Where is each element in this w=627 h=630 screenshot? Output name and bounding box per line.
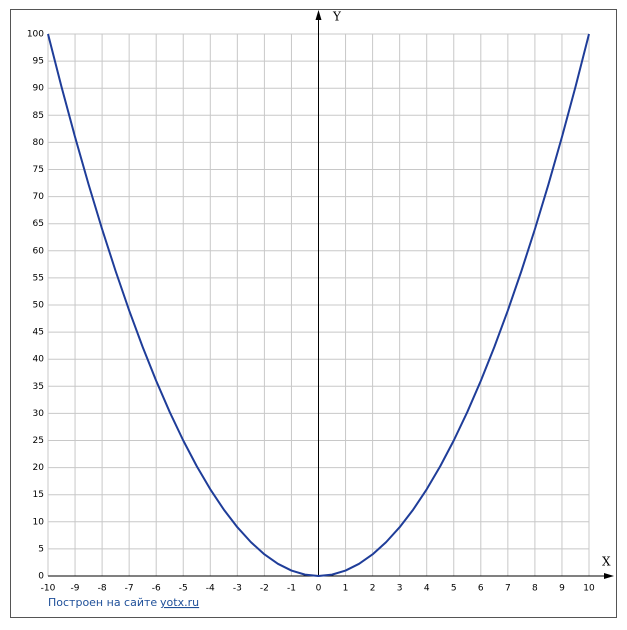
x-tick-label: 9 <box>559 584 565 594</box>
credit: Построен на сайте yotx.ru <box>48 596 199 609</box>
axes <box>48 10 614 579</box>
x-tick-label: -3 <box>233 584 242 594</box>
y-axis-arrow <box>315 10 322 20</box>
credit-text: Построен на сайте <box>48 596 157 609</box>
y-tick-label: 10 <box>33 517 45 527</box>
x-tick-label: 4 <box>424 584 430 594</box>
x-tick-label: 1 <box>343 584 349 594</box>
x-tick-label: -6 <box>152 584 161 594</box>
curve <box>47 33 590 577</box>
x-tick-label: 5 <box>451 584 457 594</box>
x-tick-label: -10 <box>41 584 56 594</box>
y-tick-label: 45 <box>33 328 44 338</box>
x-tick-label: -2 <box>260 584 269 594</box>
y-tick-label: 90 <box>33 84 45 94</box>
y-tick-label: 80 <box>33 138 45 148</box>
x-tick-label: 2 <box>370 584 376 594</box>
y-tick-label: 15 <box>33 490 44 500</box>
credit-link[interactable]: yotx.ru <box>160 596 199 609</box>
y-tick-label: 65 <box>33 219 44 229</box>
y-tick-label: 30 <box>33 409 45 419</box>
y-tick-label: 40 <box>33 355 45 365</box>
x-tick-label: -4 <box>206 584 215 594</box>
x-tick-label: 7 <box>505 584 511 594</box>
y-tick-label: 95 <box>33 57 44 67</box>
y-tick-label: 50 <box>33 301 45 311</box>
frame <box>10 9 617 618</box>
x-tick-label: 6 <box>478 584 484 594</box>
x-tick-label: -9 <box>71 584 80 594</box>
x-tick-label: 3 <box>397 584 403 594</box>
x-axis-arrow <box>604 573 614 579</box>
y-tick-label: 60 <box>33 246 45 256</box>
y-tick-label: 75 <box>33 165 44 175</box>
y-axis-label: Y <box>332 10 342 24</box>
x-axis-label: X <box>602 555 611 569</box>
y-tick-label: 70 <box>33 192 45 202</box>
y-tick-label: 25 <box>33 436 44 446</box>
x-tick-label: 0 <box>316 584 322 594</box>
x-tick-label: -1 <box>287 584 296 594</box>
x-tick-label: -8 <box>98 584 107 594</box>
y-tick-label: 35 <box>33 382 44 392</box>
x-tick-label: -7 <box>125 584 134 594</box>
x-tick-label: 10 <box>583 584 595 594</box>
y-tick-label: 5 <box>38 544 44 554</box>
x-tick-label: 8 <box>532 584 538 594</box>
y-tick-label: 100 <box>27 30 44 40</box>
y-tick-label: 85 <box>33 111 44 121</box>
y-tick-label: 20 <box>33 463 45 473</box>
x-tick-label: -5 <box>179 584 188 594</box>
y-tick-label: 55 <box>33 273 44 283</box>
y-tick-label: 0 <box>38 572 44 582</box>
